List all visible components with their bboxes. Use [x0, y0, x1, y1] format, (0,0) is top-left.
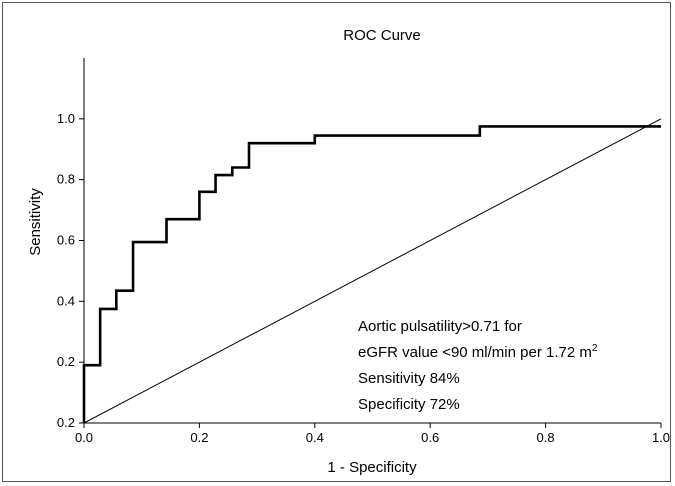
y-tick-label: 0.6 [57, 233, 75, 248]
annotation-line-3: Sensitivity 84% [358, 370, 460, 387]
chart-frame [2, 2, 671, 482]
x-tick-label: 0.0 [75, 430, 93, 445]
chart-title: ROC Curve [343, 27, 421, 44]
annotation: Aortic pulsatility>0.71 for eGFR value <… [358, 318, 598, 413]
x-axis-title: 1 - Specificity [327, 459, 417, 476]
y-axis-title: Sensitivity [27, 188, 44, 256]
x-tick-label: 1.0 [652, 430, 670, 445]
x-ticks: 0.0 0.2 0.4 0.6 0.8 1.0 [75, 423, 670, 445]
y-tick-label: 1.0 [57, 111, 75, 126]
annotation-line-1: Aortic pulsatility>0.71 for [358, 318, 522, 335]
roc-step-line [82, 125, 661, 423]
x-tick-label: 0.6 [421, 430, 439, 445]
x-tick-label: 0.2 [190, 430, 208, 445]
reference-diagonal-line [83, 118, 662, 424]
annotation-line-4: Specificity 72% [358, 396, 460, 413]
y-tick-label: 0.2 [57, 354, 75, 369]
series-lines [82, 118, 662, 424]
y-ticks: 0.2 0.2 0.4 0.6 0.8 1.0 [57, 111, 84, 430]
x-tick-label: 0.8 [537, 430, 555, 445]
y-tick-label: 0.4 [57, 293, 75, 308]
annotation-line-2: eGFR value <90 ml/min per 1.72 m2 [358, 343, 598, 361]
y-tick-label: 0.8 [57, 172, 75, 187]
y-tick-label: 0.2 [57, 415, 75, 430]
annotation-line-2-main: eGFR value <90 ml/min per 1.72 m [358, 344, 592, 361]
annotation-line-2-superscript: 2 [592, 343, 598, 354]
axes [83, 58, 661, 424]
x-tick-label: 0.4 [306, 430, 324, 445]
